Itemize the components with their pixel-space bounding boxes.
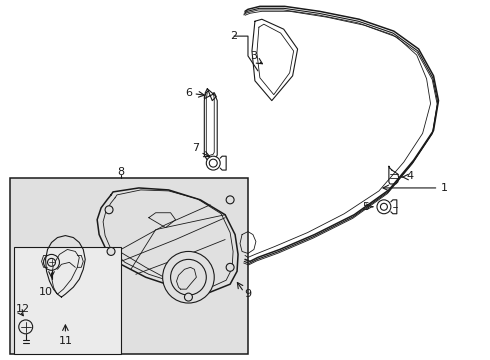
Text: 1: 1 [441, 183, 447, 193]
Circle shape [209, 159, 217, 167]
Circle shape [380, 203, 388, 210]
Circle shape [163, 251, 214, 303]
Circle shape [226, 264, 234, 271]
Text: 11: 11 [58, 336, 73, 346]
Text: 8: 8 [118, 167, 124, 177]
Circle shape [184, 293, 193, 301]
Bar [14, 247, 121, 354]
Text: 6: 6 [185, 88, 193, 98]
Text: 9: 9 [244, 289, 251, 299]
Text: 10: 10 [39, 287, 52, 297]
Circle shape [226, 196, 234, 204]
Circle shape [48, 258, 55, 266]
Circle shape [107, 247, 115, 255]
Circle shape [19, 320, 33, 334]
Circle shape [44, 255, 59, 270]
Circle shape [105, 206, 113, 214]
Circle shape [171, 260, 206, 295]
Text: 2: 2 [230, 31, 237, 41]
Text: 3: 3 [250, 51, 257, 61]
Circle shape [377, 200, 391, 214]
Bar [10, 178, 248, 354]
Text: 5: 5 [362, 202, 369, 212]
Circle shape [206, 156, 220, 170]
Text: 7: 7 [193, 143, 199, 153]
Text: 12: 12 [16, 304, 30, 314]
Text: 4: 4 [407, 171, 414, 181]
